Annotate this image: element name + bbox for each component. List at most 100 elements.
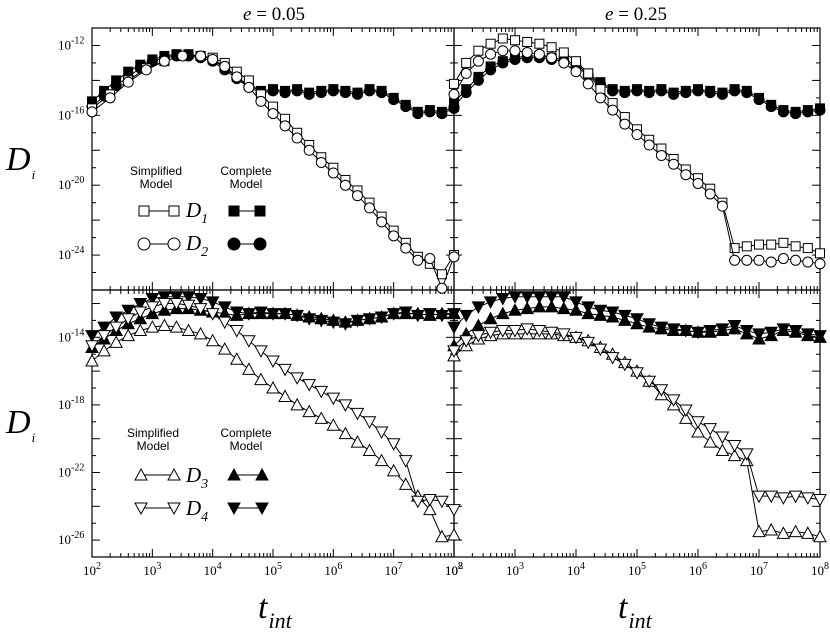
data-point-top-right-d2-simplified: [521, 46, 533, 58]
data-point-top-right-d1-simplified: [473, 45, 484, 56]
data-point-top-right-d1-simplified: [802, 243, 813, 254]
data-point-bottom-left-d3-complete: [302, 309, 317, 323]
y-tick-label: 10-16: [58, 105, 84, 122]
data-point-bottom-left-d3-complete: [254, 306, 268, 320]
data-point-bottom-right-d3-complete: [764, 328, 779, 342]
data-point-top-left-d2-complete: [351, 88, 363, 100]
data-point-bottom-right-d3-complete: [617, 313, 632, 326]
data-point-bottom-right-d4-simplified: [532, 325, 547, 338]
data-point-bottom-left-d3-simplified: [362, 443, 377, 457]
data-point-bottom-left-d3-complete: [398, 306, 413, 320]
data-point-bottom-left-d3-complete: [410, 306, 425, 320]
data-point-top-right-d2-simplified: [497, 45, 509, 57]
data-point-top-left-d2-simplified: [104, 92, 116, 104]
legend-bottom-simplified-header-1: Simplified: [127, 426, 179, 440]
y-tick-label: 10-20: [58, 175, 84, 192]
data-point-bottom-right-d4-simplified: [776, 492, 791, 505]
data-point-bottom-right-d3-simplified: [752, 524, 766, 538]
data-point-bottom-right-d3-complete: [532, 299, 547, 313]
data-point-bottom-right-d4-simplified: [495, 325, 510, 338]
data-point-bottom-left-d4-simplified: [205, 308, 220, 321]
y-axis-label-top: Di: [5, 141, 36, 182]
data-point-bottom-right-d4-simplified: [556, 328, 571, 341]
x-tick-label: 107: [385, 561, 403, 578]
data-point-top-right-d1-simplified: [583, 68, 594, 79]
data-point-top-right-d2-complete: [729, 85, 741, 97]
data-point-bottom-right-d4-simplified: [459, 335, 474, 348]
data-point-top-right-d2-simplified: [607, 104, 619, 116]
data-point-top-left-d2-complete: [376, 87, 388, 99]
data-point-bottom-left-d3-simplified: [133, 323, 148, 337]
data-point-top-right-d1-simplified: [558, 47, 569, 58]
data-point-bottom-right-d3-complete: [703, 325, 718, 338]
data-point-bottom-right-d4-simplified: [813, 494, 827, 507]
data-point-top-left-d2-complete: [364, 85, 376, 97]
data-point-bottom-right-d4-simplified: [569, 331, 583, 345]
data-point-top-left-d2-simplified: [231, 71, 243, 83]
data-point-top-left-d2-simplified: [243, 81, 255, 93]
x-tick-label: 102: [83, 561, 101, 578]
data-point-top-left-d2-simplified: [158, 55, 170, 67]
data-point-top-right-d2-complete: [716, 88, 728, 100]
data-point-bottom-right-d4-simplified: [788, 490, 803, 504]
legend-top-simplified-header-1: Simplified: [130, 164, 182, 178]
data-point-bottom-left-d4-simplified: [145, 301, 160, 314]
data-point-bottom-right-d3-simplified: [776, 526, 791, 539]
data-point-bottom-right-d3-complete: [471, 318, 486, 331]
data-point-bottom-left-d3-simplified: [266, 380, 280, 394]
data-point-bottom-left-d4-simplified: [435, 495, 449, 509]
data-point-top-right-d2-simplified: [546, 52, 558, 64]
data-point-top-left-d2-complete: [327, 85, 339, 97]
data-point-bottom-left-d4-simplified: [121, 313, 136, 326]
data-point-top-right-d1-simplified: [571, 56, 581, 67]
data-point-bottom-left-d3-complete: [447, 306, 461, 320]
data-point-top-right-d1-simplified: [790, 241, 801, 252]
data-point-bottom-left-d3-simplified: [169, 320, 184, 333]
y-tick-label: 10-14: [58, 327, 84, 344]
data-point-top-right-d2-simplified: [570, 66, 582, 78]
data-point-top-left-d2-complete: [315, 87, 327, 99]
panel-frame-bottom-left: [91, 289, 455, 558]
data-point-top-right-d2-complete: [448, 101, 460, 113]
data-point-top-right-d1-simplified: [510, 35, 520, 46]
data-point-top-right-d2-simplified: [765, 256, 777, 268]
series-line-top-right-d2-simplified: [453, 50, 821, 265]
data-point-top-right-d2-complete: [692, 85, 704, 97]
data-point-bottom-left-d4-complete: [109, 311, 123, 325]
data-point-top-left-d2-complete: [339, 87, 351, 99]
data-point-bottom-right-d4-complete: [508, 291, 522, 304]
data-point-top-left-d2-complete: [388, 94, 400, 106]
column-title-right: e = 0.25: [605, 4, 667, 25]
data-point-top-left-d2-complete: [400, 101, 412, 113]
data-point-bottom-left-d3-simplified: [326, 418, 341, 431]
data-point-bottom-right-d4-complete: [447, 321, 461, 335]
legend-bottom-complete-header-2: Model: [230, 439, 263, 453]
data-point-bottom-right-d3-complete: [520, 301, 535, 315]
data-point-bottom-right-d3-complete: [630, 316, 644, 330]
legend-d4-simplified-marker-a: [134, 502, 148, 516]
legend-d1-complete-marker-a: [228, 205, 240, 217]
data-point-top-left-d2-simplified: [140, 64, 152, 76]
series-line-top-left-d2-simplified: [91, 55, 455, 290]
data-point-bottom-left-d4-simplified: [278, 363, 292, 377]
data-point-bottom-left-d4-simplified: [290, 372, 304, 385]
data-point-top-right-d1-simplified: [449, 78, 459, 89]
data-point-bottom-left-d4-complete: [97, 321, 111, 335]
data-point-bottom-right-d3-simplified: [715, 443, 730, 457]
data-point-top-left-d1-simplified: [436, 269, 447, 280]
data-point-bottom-left-d3-complete: [374, 309, 389, 323]
data-point-top-right-d2-simplified: [472, 55, 484, 67]
data-point-bottom-left-d3-simplified: [205, 333, 220, 347]
data-point-bottom-left-d3-complete: [386, 306, 401, 320]
data-point-top-right-d2-simplified: [582, 78, 594, 90]
data-point-top-right-d2-simplified: [594, 92, 606, 104]
data-point-bottom-left-d4-complete: [133, 298, 148, 311]
data-point-bottom-right-d4-simplified: [520, 323, 535, 336]
data-point-top-right-d2-simplified: [460, 67, 472, 79]
data-point-top-right-d1-simplified: [534, 38, 545, 49]
data-point-bottom-right-d3-complete: [569, 303, 583, 316]
data-point-bottom-right-d3-simplified: [788, 524, 803, 538]
data-point-bottom-right-d3-simplified: [800, 526, 815, 539]
legend-d1-label: D1: [185, 198, 208, 227]
